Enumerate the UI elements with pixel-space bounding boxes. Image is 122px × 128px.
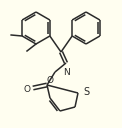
Text: O: O bbox=[46, 76, 54, 85]
Text: O: O bbox=[24, 84, 30, 93]
Text: S: S bbox=[83, 87, 89, 97]
Text: N: N bbox=[64, 68, 70, 77]
